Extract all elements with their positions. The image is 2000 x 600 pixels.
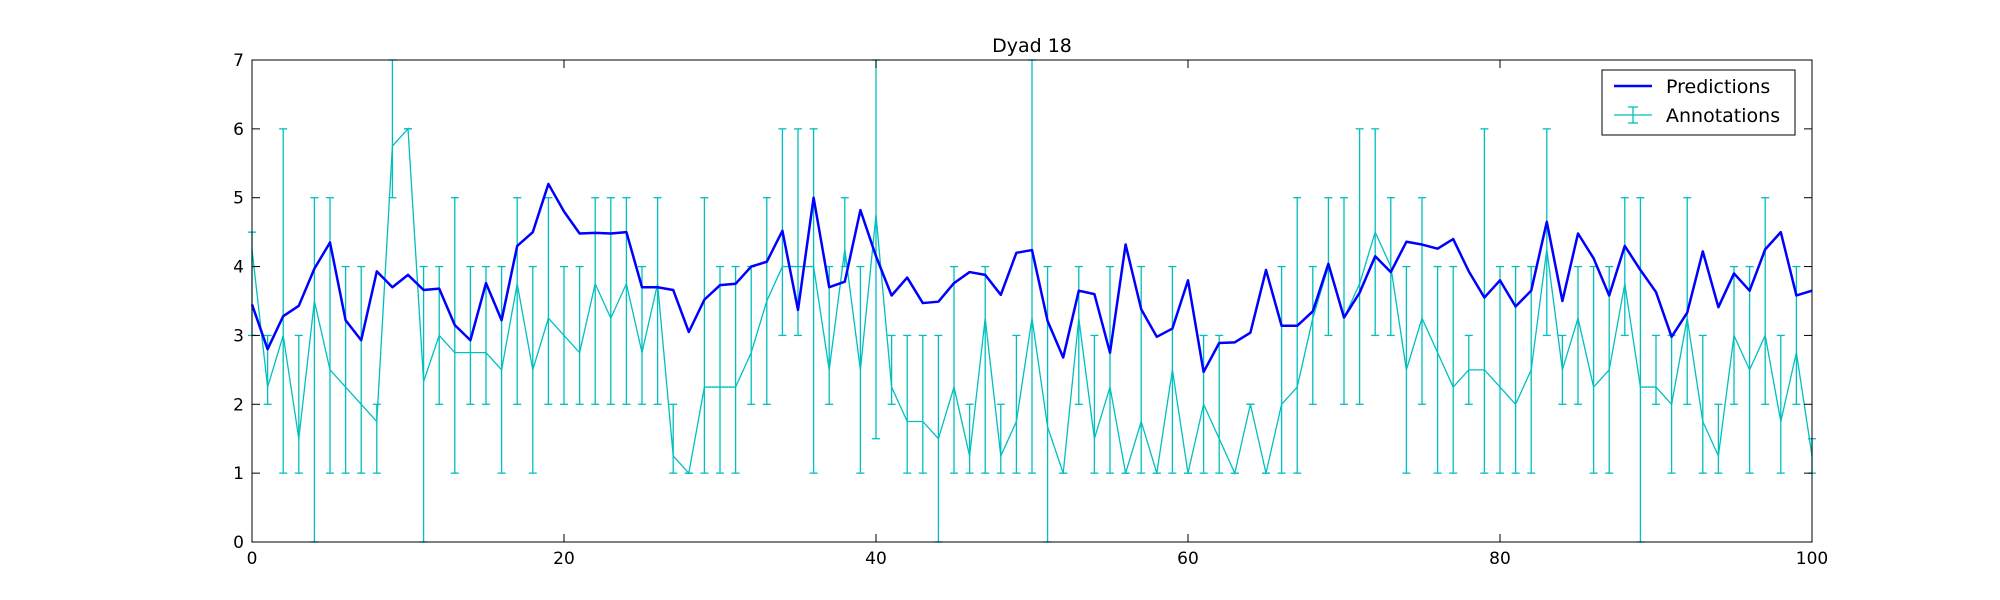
x-tick-label: 40 xyxy=(865,549,887,569)
x-axis: 0 20 40 60 80 100 xyxy=(247,60,1828,569)
annotation-error-bar xyxy=(1496,265,1504,474)
y-tick-label: 7 xyxy=(233,51,244,71)
annotation-error-bar xyxy=(1106,265,1114,474)
annotation-error-bar xyxy=(513,197,522,405)
annotation-error-bar xyxy=(1714,403,1723,474)
x-tick-label: 80 xyxy=(1489,549,1511,569)
y-tick-label: 6 xyxy=(233,120,244,140)
y-tick-label: 1 xyxy=(233,464,244,484)
annotation-error-bar xyxy=(1433,265,1442,474)
annotation-error-bar xyxy=(1449,265,1458,474)
legend: Predictions Annotations xyxy=(1601,69,1796,136)
annotation-error-bar xyxy=(341,265,350,474)
annotation-error-bar xyxy=(294,334,303,474)
annotation-error-bar xyxy=(918,334,927,474)
annotation-error-bar xyxy=(1418,197,1426,405)
annotation-error-bar xyxy=(716,265,724,474)
annotation-error-bar xyxy=(1761,197,1770,405)
legend-annotations-swatch xyxy=(1614,106,1652,124)
annotation-error-bars xyxy=(248,59,1816,543)
y-tick-label: 3 xyxy=(233,326,244,346)
annotation-error-bar xyxy=(310,197,319,543)
annotation-error-bar xyxy=(1308,265,1317,405)
annotation-error-bar xyxy=(591,197,600,405)
annotation-error-bar xyxy=(544,197,553,405)
annotation-error-bar xyxy=(887,334,896,405)
annotation-error-bar xyxy=(388,59,397,199)
annotation-error-bar xyxy=(606,197,615,405)
annotation-error-bar xyxy=(279,128,288,474)
legend-frame xyxy=(1601,69,1796,136)
annotation-error-bar xyxy=(1511,265,1520,474)
predictions-line xyxy=(250,182,1813,374)
annotation-error-bar xyxy=(965,403,974,474)
annotation-error-bar xyxy=(622,197,631,405)
annotation-error-bar xyxy=(466,265,475,405)
y-tick-label: 4 xyxy=(233,258,244,278)
y-tick-label: 2 xyxy=(233,395,244,415)
plot-area xyxy=(248,59,1816,543)
annotation-error-bar xyxy=(482,265,490,405)
annotation-error-bar xyxy=(700,197,709,474)
annotation-error-bar xyxy=(1542,128,1551,337)
annotation-error-bar xyxy=(575,265,584,405)
annotations-line xyxy=(251,127,1813,476)
annotation-error-bar xyxy=(1776,334,1785,474)
annotation-error-bar xyxy=(981,265,990,474)
annotation-error-bar xyxy=(1277,265,1286,474)
y-tick-label: 5 xyxy=(233,189,244,209)
legend-annotations-label: Annotations xyxy=(1666,105,1780,127)
legend-predictions-label: Predictions xyxy=(1666,76,1770,98)
annotation-error-bar xyxy=(1293,197,1302,474)
annotation-error-bar xyxy=(669,403,678,474)
annotation-error-bar xyxy=(1012,334,1021,474)
annotation-error-bar xyxy=(450,197,459,474)
annotation-error-bar xyxy=(1589,265,1598,474)
annotation-error-bar xyxy=(1480,128,1489,474)
annotation-error-bar xyxy=(1683,197,1692,405)
annotation-error-bar xyxy=(1698,334,1707,474)
annotation-error-bar xyxy=(1792,265,1801,405)
annotation-error-bar xyxy=(357,265,366,474)
annotation-error-bar xyxy=(903,334,912,474)
annotation-error-bar xyxy=(1090,334,1099,474)
annotation-error-bar xyxy=(1355,128,1364,405)
y-tick-label: 0 xyxy=(233,533,244,553)
annotation-error-bar xyxy=(1652,334,1660,405)
annotation-error-bar xyxy=(809,128,818,474)
annotation-error-bar xyxy=(1574,265,1582,405)
annotation-error-bar xyxy=(1215,334,1224,474)
annotation-error-bar xyxy=(731,265,740,474)
annotation-error-bar xyxy=(996,403,1005,474)
chart-title: Dyad 18 xyxy=(992,35,1072,57)
x-tick-label: 100 xyxy=(1796,549,1828,569)
annotation-error-bar xyxy=(326,197,334,474)
annotation-error-bar xyxy=(1620,197,1629,337)
annotation-error-bar xyxy=(950,265,958,474)
annotation-error-bar xyxy=(1137,265,1146,474)
annotation-error-bar xyxy=(419,265,428,543)
x-tick-label: 60 xyxy=(1177,549,1199,569)
annotation-error-bar xyxy=(653,197,662,405)
annotation-error-bar xyxy=(1340,197,1348,405)
y-axis: 0 1 2 3 4 5 6 7 xyxy=(233,51,1812,553)
annotation-error-bar xyxy=(840,197,849,268)
annotation-error-bar xyxy=(638,265,646,405)
x-tick-label: 20 xyxy=(553,549,575,569)
x-tick-label: 0 xyxy=(247,549,258,569)
plot-frame xyxy=(251,59,1813,543)
annotation-error-bar xyxy=(747,265,756,405)
